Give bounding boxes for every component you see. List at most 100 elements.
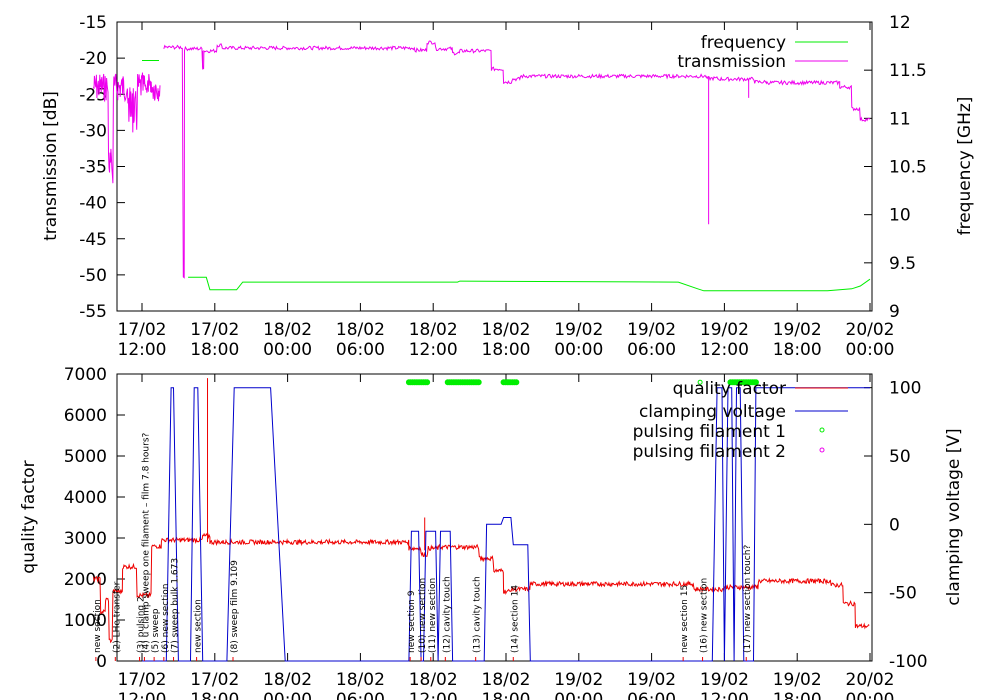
top-ylabel: transmission [dB] <box>41 91 61 241</box>
bottom-ytick-label: 1000 <box>64 611 107 631</box>
xtick-label-time: 00:00 <box>846 690 895 700</box>
xtick-label-time: 18:00 <box>773 690 822 700</box>
top-ytick-label: -15 <box>79 13 107 33</box>
xtick-label-time: 12:00 <box>118 690 167 700</box>
top-y2tick-label: 10.5 <box>889 158 927 178</box>
top-ytick-label: -35 <box>79 158 107 178</box>
xtick-label-date: 19/02 <box>773 670 822 690</box>
legend-transmission-label: transmission <box>677 52 786 72</box>
bottom-ticks: 7000 6000 5000 4000 3000 2000 1000 0 100 50 0 -50 -1… <box>64 365 928 700</box>
bottom-ylabel: quality factor <box>19 460 39 573</box>
xtick-label-time: 18:00 <box>190 340 239 360</box>
top-series <box>93 40 871 292</box>
clamping-voltage-line <box>142 387 870 662</box>
pulse1-marker <box>424 379 431 386</box>
top-y2tick-label: 12 <box>889 13 911 33</box>
top-legend: frequency transmission <box>677 33 848 72</box>
quality-factor-line <box>93 532 870 644</box>
xtick-label-date: 20/02 <box>846 320 895 340</box>
legend-pulse1-marker <box>819 427 825 433</box>
top-y2label: frequency [GHz] <box>955 97 975 236</box>
xtick-label-time: 12:00 <box>409 690 458 700</box>
annotation-label: (8) sweep film 9.109 <box>230 560 240 653</box>
annotation-label: (14) section 14 <box>510 585 520 653</box>
xtick-label-time: 18:00 <box>482 340 531 360</box>
xtick-label-time: 00:00 <box>554 340 603 360</box>
annotation-label: (11) new section <box>428 578 438 653</box>
xtick-label-date: 19/02 <box>700 670 749 690</box>
xtick-label-time: 06:00 <box>336 690 385 700</box>
pulse1-marker <box>475 379 482 386</box>
annotation-label: (7) sweep bulk 1.673 <box>171 558 181 653</box>
xtick-label-date: 17/02 <box>118 670 167 690</box>
xtick-label-time: 12:00 <box>409 340 458 360</box>
top-ytick-label: -45 <box>79 230 107 250</box>
pulse1-marker <box>513 379 520 386</box>
top-y2tick-label: 9 <box>889 302 900 322</box>
annotation-label: (12) cavity touch <box>442 576 452 653</box>
legend-clamping-voltage-label: clamping voltage <box>639 402 786 422</box>
xtick-label-date: 18/02 <box>409 320 458 340</box>
top-y2tick-label: 11 <box>889 109 911 129</box>
xtick-label-date: 18/02 <box>482 320 531 340</box>
bottom-ytick-label: 6000 <box>64 406 107 426</box>
top-ytick-label: -50 <box>79 266 107 286</box>
frequency-line-b <box>188 276 871 292</box>
bottom-ytick-label: 5000 <box>64 447 107 467</box>
bottom-y2tick-label: 100 <box>889 379 921 399</box>
bottom-ytick-label: 0 <box>96 652 107 672</box>
xtick-label-time: 12:00 <box>700 340 749 360</box>
bottom-y2tick-label: -100 <box>889 652 928 672</box>
bottom-y2tick-label: 50 <box>889 447 911 467</box>
annotation-label: (13) cavity touch <box>473 576 483 653</box>
xtick-label-time: 18:00 <box>190 690 239 700</box>
xtick-label-time: 00:00 <box>846 340 895 360</box>
xtick-label-date: 19/02 <box>627 670 676 690</box>
bottom-ytick-label: 3000 <box>64 529 107 549</box>
legend-pulse2-label: pulsing filament 2 <box>633 442 786 462</box>
xtick-label-time: 18:00 <box>773 340 822 360</box>
pulse1-marker <box>752 379 759 386</box>
xtick-label-date: 17/02 <box>118 320 167 340</box>
annotation-label: (4) u clamp sweep one filament – film 7.… <box>141 432 151 653</box>
xtick-label-date: 19/02 <box>554 320 603 340</box>
legend-pulse2-marker <box>819 447 825 453</box>
annotation-label: (6) new section <box>161 584 171 654</box>
annotations: new section (2) LHe transfer (3) pulsing 2… <box>93 432 753 661</box>
xtick-label-date: 19/02 <box>773 320 822 340</box>
xtick-label-date: 20/02 <box>846 670 895 690</box>
annotation-label: (2) LHe transfer <box>112 581 122 653</box>
bottom-y2tick-label: 0 <box>889 515 900 535</box>
bottom-ytick-label: 4000 <box>64 488 107 508</box>
bottom-legend: quality factor clamping voltage pulsing … <box>633 379 848 462</box>
legend-pulse1-label: pulsing filament 1 <box>633 422 786 442</box>
xtick-label-date: 18/02 <box>482 670 531 690</box>
bottom-y2label: clamping voltage [V] <box>944 428 964 605</box>
xtick-label-date: 18/02 <box>336 320 385 340</box>
xtick-label-time: 06:00 <box>627 690 676 700</box>
xtick-label-time: 12:00 <box>118 340 167 360</box>
annotation-label: (16) new section <box>700 578 710 653</box>
bottom-y2tick-label: -50 <box>889 584 917 604</box>
annotation-label: (3) pulsing 2 <box>137 596 147 653</box>
transmission-line-b <box>163 40 871 279</box>
bottom-ytick-label: 2000 <box>64 570 107 590</box>
xtick-label-time: 00:00 <box>263 690 312 700</box>
annotation-label: new section <box>93 599 103 653</box>
annotation-label: new section 9 <box>407 590 417 653</box>
transmission-line-a <box>93 72 161 184</box>
xtick-label-date: 19/02 <box>627 320 676 340</box>
top-y2tick-label: 10 <box>889 206 911 226</box>
xtick-label-time: 00:00 <box>263 340 312 360</box>
legend-quality-factor-label: quality factor <box>673 379 786 399</box>
annotation-label: new section <box>194 599 204 653</box>
xtick-label-date: 19/02 <box>554 670 603 690</box>
top-y2tick-label: 11.5 <box>889 61 927 81</box>
top-ytick-label: -20 <box>79 49 107 69</box>
xtick-label-time: 00:00 <box>554 690 603 700</box>
bottom-ytick-label: 7000 <box>64 365 107 385</box>
xtick-label-time: 06:00 <box>627 340 676 360</box>
bottom-plot-frame <box>116 373 873 662</box>
annotation-label: (5) sweep <box>151 608 161 653</box>
